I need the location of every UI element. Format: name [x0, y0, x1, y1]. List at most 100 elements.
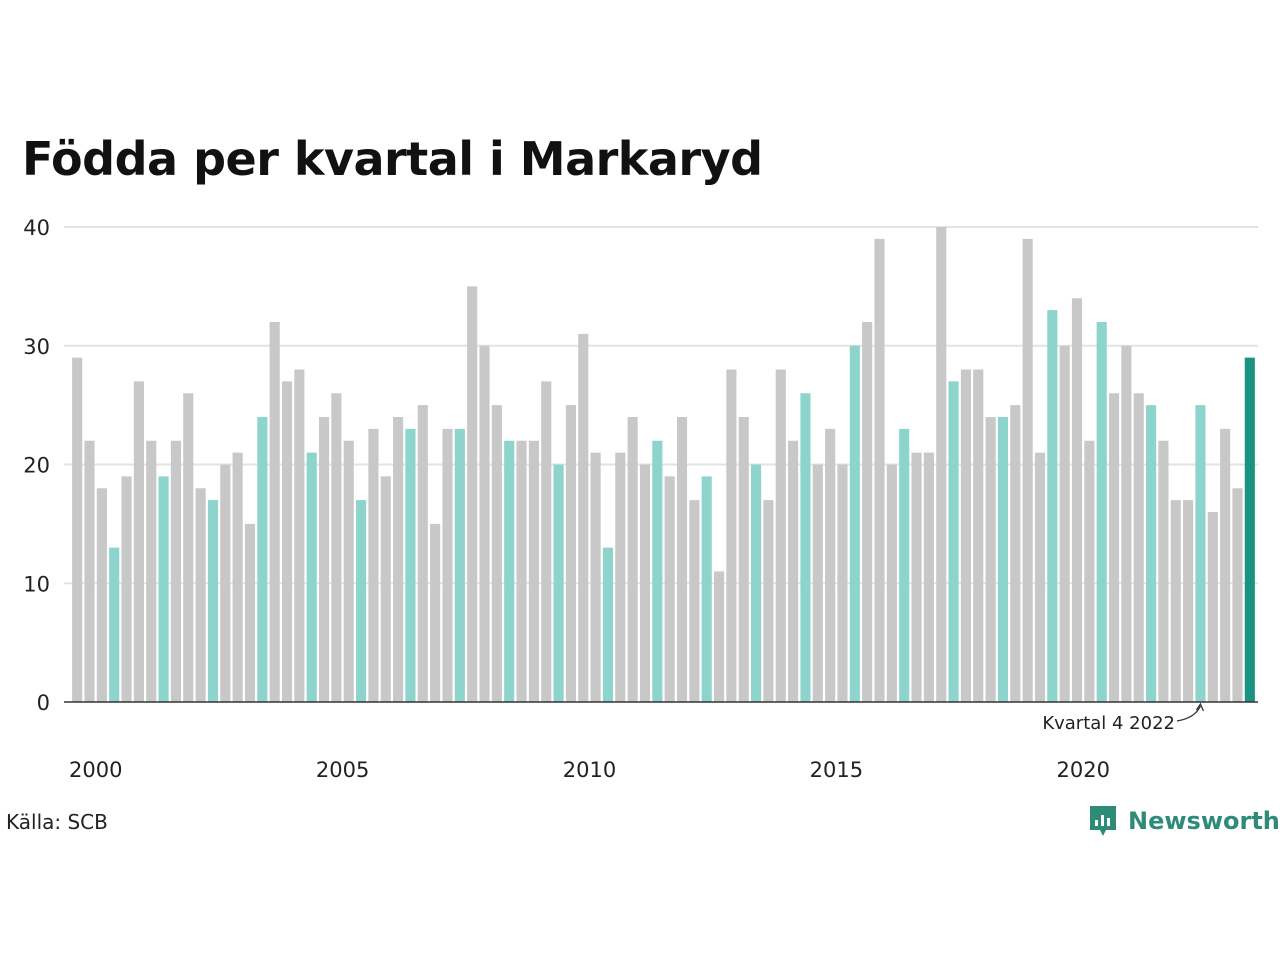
bar	[1232, 488, 1243, 702]
bar	[306, 452, 317, 702]
bar	[837, 464, 848, 702]
bar	[1084, 440, 1095, 702]
bar	[713, 571, 725, 702]
bar	[973, 369, 984, 702]
bar	[886, 464, 897, 702]
y-tick-label: 20	[23, 454, 50, 478]
bar	[133, 381, 144, 702]
bar	[763, 500, 774, 702]
bar	[701, 476, 712, 702]
bars	[72, 227, 1255, 702]
bar	[356, 500, 367, 702]
bar	[257, 417, 268, 702]
bar	[318, 417, 330, 702]
bar	[442, 428, 453, 702]
bar	[232, 452, 243, 702]
source-label: Källa: SCB	[6, 810, 108, 834]
x-tick-label: 2015	[810, 758, 863, 782]
bar	[491, 405, 502, 702]
bar	[516, 440, 527, 702]
bar	[158, 476, 169, 702]
bar	[1195, 405, 1206, 702]
bar	[380, 476, 391, 702]
bar	[430, 523, 441, 702]
bar	[281, 381, 293, 702]
bar	[800, 393, 811, 702]
bar	[615, 452, 626, 702]
bar	[1170, 500, 1181, 702]
bar	[565, 405, 576, 702]
bar	[849, 345, 860, 702]
bar	[269, 322, 280, 702]
bar	[467, 286, 478, 702]
x-tick-label: 2020	[1057, 758, 1110, 782]
bar	[479, 345, 490, 702]
bar	[405, 428, 416, 702]
bar	[923, 452, 934, 702]
bar	[121, 476, 132, 702]
bar	[1022, 238, 1033, 702]
bar	[96, 488, 107, 702]
annotation-label: Kvartal 4 2022	[1042, 713, 1175, 734]
bar	[689, 500, 700, 702]
bar	[109, 547, 120, 702]
bar	[899, 428, 910, 702]
bar	[627, 417, 638, 702]
bar	[294, 369, 305, 702]
x-tick-label: 2005	[316, 758, 369, 782]
annotation-arrow	[1176, 705, 1202, 722]
bar	[664, 476, 675, 702]
bar	[862, 322, 873, 702]
brand-name: Newsworthy	[1128, 807, 1280, 835]
bar	[244, 523, 256, 702]
bar	[1220, 428, 1231, 702]
bar	[170, 440, 181, 702]
chart-title: Födda per kvartal i Markaryd	[22, 132, 763, 186]
bar	[1108, 393, 1120, 702]
bar	[454, 428, 465, 702]
bar	[1133, 393, 1144, 702]
bar	[1183, 500, 1194, 702]
bar	[590, 452, 601, 702]
bar	[183, 393, 194, 702]
bar	[504, 440, 515, 702]
bar	[1096, 322, 1107, 702]
bar	[84, 440, 95, 702]
bar	[775, 369, 786, 702]
y-tick-label: 30	[23, 335, 50, 359]
bar	[578, 333, 589, 702]
bar	[207, 500, 219, 702]
bar	[146, 440, 157, 702]
x-tick-label: 2010	[563, 758, 616, 782]
bar	[948, 381, 959, 702]
bar	[825, 428, 836, 702]
y-axis-ticks: 0 10 20 30 40	[23, 216, 50, 715]
annotation-arrowhead	[1195, 702, 1205, 712]
brand-logo[interactable]: Newsworthy	[1088, 804, 1280, 838]
bar	[911, 452, 922, 702]
bar	[1121, 345, 1132, 702]
bar	[602, 547, 614, 702]
bar	[788, 440, 799, 702]
bar	[195, 488, 206, 702]
y-tick-label: 40	[23, 216, 50, 240]
bar	[1244, 357, 1255, 702]
y-tick-label: 0	[37, 691, 50, 715]
bar	[751, 464, 762, 702]
bar	[1146, 405, 1157, 702]
bar	[985, 417, 996, 702]
bar	[676, 417, 688, 702]
bar	[997, 417, 1009, 702]
bar	[1207, 512, 1218, 702]
bar	[738, 417, 749, 702]
bar	[72, 357, 83, 702]
bar	[960, 369, 971, 702]
bar	[220, 464, 231, 702]
bar	[541, 381, 552, 702]
x-axis-ticks: 2000 2005 2010 2015 2020	[69, 758, 1110, 782]
bar	[1010, 405, 1021, 702]
bar	[1059, 345, 1070, 702]
newsworthy-logo-icon	[1090, 806, 1116, 836]
bar	[639, 464, 651, 702]
